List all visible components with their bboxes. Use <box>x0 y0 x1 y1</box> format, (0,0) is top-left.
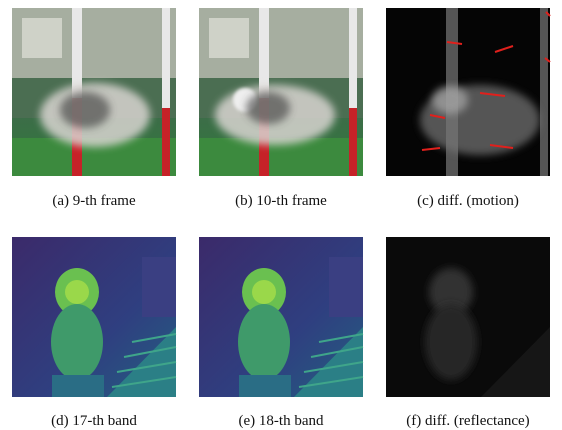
image-frame-10 <box>199 8 363 176</box>
image-frame-9 <box>12 8 176 176</box>
caption: (e) 18-th band <box>239 413 324 429</box>
caption: (c) diff. (motion) <box>417 193 519 209</box>
caption: (d) 17-th band <box>51 413 137 429</box>
image-band-17 <box>12 237 176 397</box>
image-band-18 <box>199 237 363 397</box>
figure: (a) 9-th frame (b) 10-th frame (c) diff.… <box>0 0 562 430</box>
image-diff-reflectance <box>386 237 550 397</box>
caption: (a) 9-th frame <box>52 193 136 209</box>
caption: (f) diff. (reflectance) <box>406 413 529 429</box>
caption: (b) 10-th frame <box>235 193 327 209</box>
image-diff-motion <box>386 8 550 176</box>
